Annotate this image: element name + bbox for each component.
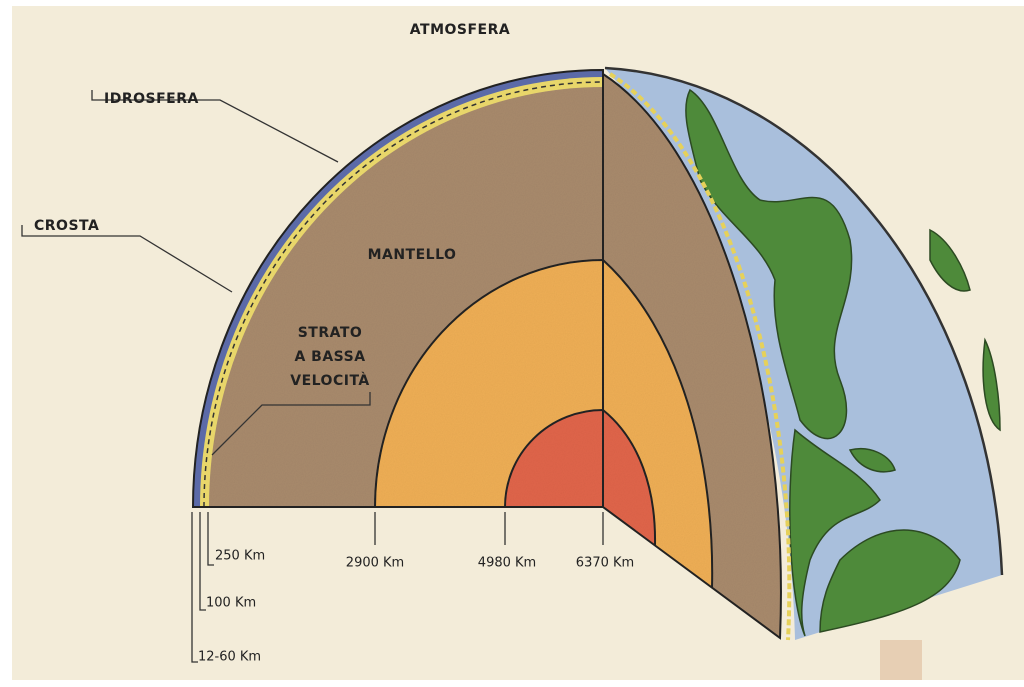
continent [789, 428, 881, 637]
label-strato: A BASSA [294, 349, 365, 365]
continent [685, 88, 853, 440]
leader [21, 225, 233, 293]
leader [211, 392, 371, 456]
section-outline [191, 68, 604, 508]
wedge [603, 74, 781, 638]
depth-label: 12-60 Km [198, 650, 261, 665]
leader [91, 90, 339, 163]
crust-band [608, 72, 792, 641]
depth-label: 4980 Km [478, 556, 536, 571]
continent [819, 529, 961, 633]
low-velocity-layer [203, 81, 604, 508]
label-strato: VELOCITÀ [290, 372, 370, 389]
label-crosta: CROSTA [34, 218, 99, 234]
label-idrosfera: IDROSFERA [104, 91, 199, 107]
label-mantello: MANTELLO [368, 247, 457, 263]
label-strato: STRATO [298, 325, 363, 341]
depth-label: 6370 Km [576, 556, 634, 571]
wedge-inner-core [603, 410, 656, 545]
depth-ticks [191, 512, 604, 663]
inner-core [503, 408, 604, 508]
wedge-outlines [602, 72, 782, 640]
depth-label: 2900 Km [346, 556, 404, 571]
continent [848, 228, 1001, 473]
label-atmosfera: ATMOSFERA [410, 22, 510, 38]
depth-label: 250 Km [215, 549, 265, 564]
depth-label: 100 Km [206, 596, 256, 611]
paper-mark [880, 640, 922, 680]
globe-outline [604, 66, 1004, 576]
cross-section [191, 68, 604, 508]
